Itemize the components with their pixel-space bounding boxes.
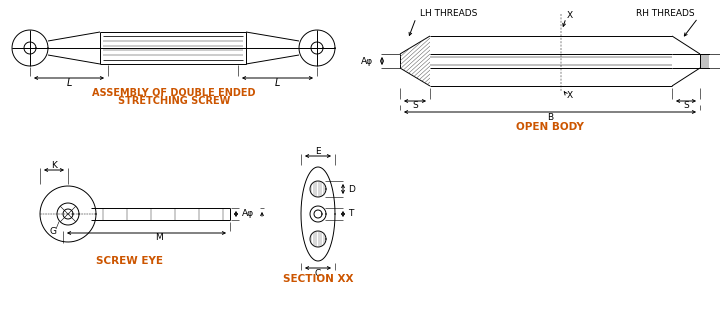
Text: E: E [315, 146, 321, 155]
Text: B: B [547, 113, 553, 122]
Text: D: D [348, 184, 355, 194]
Text: OPEN BODY: OPEN BODY [516, 122, 584, 132]
Text: SECTION XX: SECTION XX [283, 274, 354, 284]
Text: ASSEMBLY OF DOUBLE ENDED: ASSEMBLY OF DOUBLE ENDED [92, 88, 256, 98]
Text: X: X [567, 11, 573, 20]
Text: STRETCHING SCREW: STRETCHING SCREW [118, 96, 230, 106]
Text: LH THREADS: LH THREADS [420, 10, 477, 19]
Text: K: K [51, 160, 57, 169]
Text: L: L [66, 78, 72, 88]
Text: C: C [315, 270, 321, 278]
Text: S: S [412, 101, 418, 110]
Text: Aφ: Aφ [242, 210, 254, 219]
Text: RH THREADS: RH THREADS [636, 10, 695, 19]
Text: S: S [683, 101, 689, 110]
Text: L: L [274, 78, 279, 88]
Text: Aφ: Aφ [361, 56, 373, 65]
Text: SCREW EYE: SCREW EYE [96, 256, 163, 266]
Text: T: T [348, 210, 354, 219]
Text: G: G [50, 227, 56, 236]
Text: M: M [155, 234, 163, 242]
Text: X: X [567, 92, 573, 100]
